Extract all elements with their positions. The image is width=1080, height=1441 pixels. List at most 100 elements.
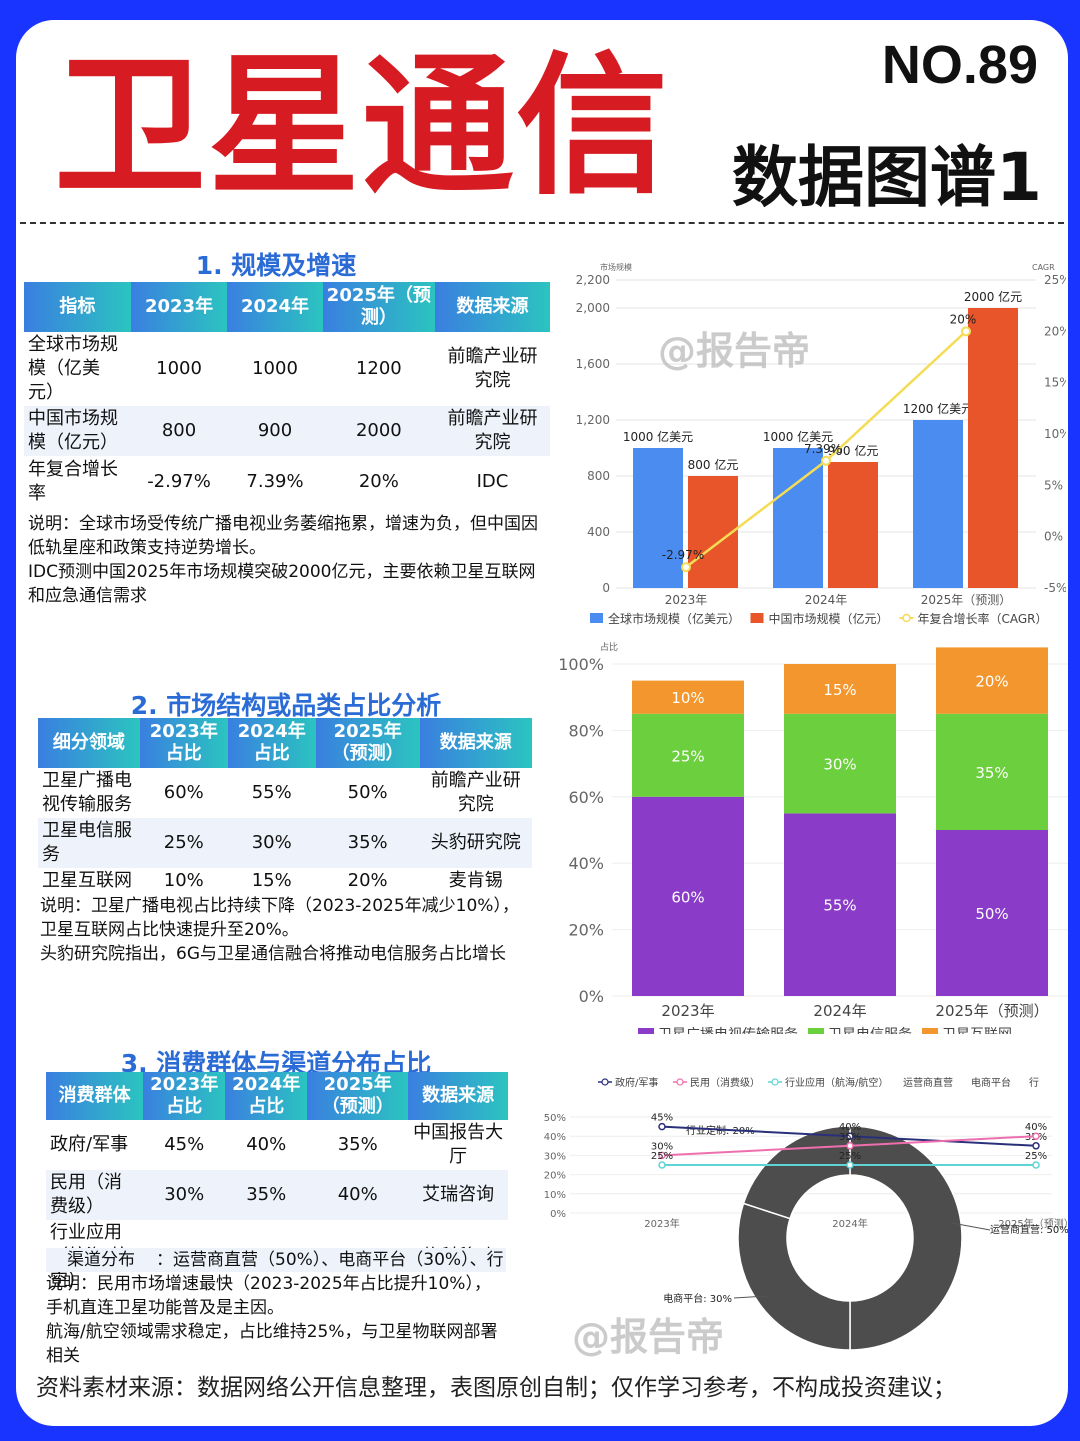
section2-title: 2. 市场结构或品类占比分析 xyxy=(130,691,442,720)
x-tick-label: 2024年 xyxy=(805,593,848,607)
legend-swatch xyxy=(922,1028,938,1034)
bar-global xyxy=(773,448,823,588)
table-cell: -2.97% xyxy=(147,471,211,492)
table-cell: 麦肯锡 xyxy=(448,870,503,891)
table-row: 全球市场规模（亿美元） 1000 1000 1200 前瞻产业研究院 xyxy=(24,332,550,406)
stacked-bar-segment xyxy=(784,713,896,814)
consumer-chart: 0%10%20%30%40%50%2023年 2024年 2025年（预测）运营商直… xyxy=(544,1076,1068,1351)
cagr-point xyxy=(821,455,831,466)
segment-data-label: 10% xyxy=(671,689,704,707)
section1-note: 说明：全球市场受传统广播电视业务萎缩拖累，增速为负，但中国因低轨星座和政策支持逆… xyxy=(28,512,548,608)
table-header-cell: 2025年（预测） xyxy=(315,718,420,768)
legend-swatch xyxy=(771,1078,779,1086)
series-point xyxy=(846,1142,854,1150)
y2-tick-label: 15% xyxy=(1044,376,1066,390)
stacked-bar-segment xyxy=(936,713,1048,830)
section2-note: 说明：卫星广播电视占比持续下降（2023-2025年减少10%），卫星互联网占比… xyxy=(40,894,530,966)
segment-data-label: 60% xyxy=(671,888,704,906)
segment-data-label: 20% xyxy=(975,673,1008,691)
table-cell: 35% xyxy=(315,818,420,868)
x-tick-label: 2025年（预测） xyxy=(998,1217,1068,1230)
cagr-data-label: -2.97% xyxy=(662,548,704,562)
section1-title: 1. 规模及增速 xyxy=(195,251,357,280)
stacked-bar-segment xyxy=(784,664,896,714)
table-cell: 800 xyxy=(130,406,228,456)
bar-china xyxy=(968,308,1018,588)
donut-slice xyxy=(849,1125,963,1351)
table-header-cell: 2023年 xyxy=(130,282,228,332)
segment-data-label: 50% xyxy=(975,905,1008,923)
y-tick-label: 40% xyxy=(568,854,604,873)
table-cell: 年复合增长率 xyxy=(28,459,118,504)
consumer-table: 消费群体 2023年占比 2024年占比 2025年（预测） 数据来源 政府/军事 45% 4… xyxy=(46,1072,508,1294)
legend-swatch xyxy=(601,1078,609,1086)
channel-row: 渠道分布 ：运营商直营（50%）、电商平台（30%）、行 xyxy=(46,1248,506,1272)
segment-data-label: 35% xyxy=(975,764,1008,782)
table-cell: 45% xyxy=(164,1134,205,1155)
legend-swatch xyxy=(676,1078,684,1086)
table-cell: 艾瑞咨询 xyxy=(408,1170,508,1220)
table-header-cell: 2023年占比 xyxy=(139,718,228,768)
x-tick-label: 2023年 xyxy=(644,1217,679,1230)
bar-data-label: 1000 亿美元 xyxy=(623,429,693,444)
table-cell: 政府/军事 xyxy=(50,1134,129,1155)
series-point xyxy=(658,1151,666,1160)
stacked-bar-segment xyxy=(632,796,744,996)
series-data-label: 25% xyxy=(651,1151,673,1162)
y-tick-label: 100% xyxy=(558,655,604,674)
legend-swatch xyxy=(590,613,603,623)
legend-label: 卫星广播电视传输服务 xyxy=(658,1027,798,1034)
bar-data-label: 1200 亿美元 xyxy=(903,401,973,416)
legend-swatch xyxy=(902,613,911,623)
section1-note-line: IDC预测中国2025年市场规模突破2000亿元，主要依赖卫星互联网和应急通信需… xyxy=(28,562,536,606)
stacked-bar-segment xyxy=(936,830,1048,996)
table-cell: 15% xyxy=(251,870,292,891)
y-tick-label: 0 xyxy=(602,581,610,595)
table-row: 中国市场规模（亿元） 800 900 2000 前瞻产业研究院 xyxy=(24,406,550,456)
stacked-bar-segment xyxy=(936,647,1048,714)
cagr-data-label: 7.39% xyxy=(804,442,842,456)
y-tick-label: 1,600 xyxy=(576,357,610,371)
bar-china xyxy=(828,462,878,588)
table-header-cell: 2024年占比 xyxy=(227,718,316,768)
legend-label: 年复合增长率（CAGR） xyxy=(918,611,1048,626)
y-tick-label: 2,200 xyxy=(576,273,610,287)
y-tick-label: 10% xyxy=(544,1190,566,1201)
table-cell: 40% xyxy=(307,1170,409,1220)
table-cell: 卫星广播电视传输服务 xyxy=(42,770,132,815)
main-title: 卫星通信 xyxy=(54,38,670,215)
section2-note-line: 说明：卫星广播电视占比持续下降（2023-2025年减少10%），卫星互联网占比… xyxy=(40,896,519,940)
cagr-point xyxy=(961,326,971,337)
table-cell: 前瞻产业研究院 xyxy=(430,770,521,815)
table-row: 政府/军事 45% 40% 35% 中国报告大厅 xyxy=(46,1120,508,1170)
table-cell: 前瞻产业研究院 xyxy=(434,406,550,456)
y-tick-label: 50% xyxy=(544,1113,566,1124)
legend-label: 行业应用（航海/航空） xyxy=(785,1076,888,1089)
y-tick-label: 2,000 xyxy=(576,301,610,315)
poster-card: 卫星通信 NO.89 数据图谱1 1. 规模及增速 指标 2023年 2024年 20… xyxy=(16,20,1068,1426)
segment-data-label: 25% xyxy=(671,747,704,765)
table-cell: 10% xyxy=(163,870,204,891)
table-header-cell: 2023年占比 xyxy=(143,1072,226,1120)
series-data-label: 25% xyxy=(1025,1151,1047,1162)
series-point xyxy=(658,1161,666,1169)
bar-global xyxy=(913,420,963,588)
channel-text: ：运营商直营（50%）、电商平台（30%）、行 xyxy=(156,1250,504,1270)
stacked-bar-segment xyxy=(632,713,744,797)
y2-axis-label: CAGR xyxy=(1032,263,1055,272)
table-header-cell: 细分领域 xyxy=(38,718,140,768)
legend-label: 政府/军事 xyxy=(615,1076,658,1089)
table-cell: 2000 xyxy=(322,406,435,456)
table-cell: 中国市场规模（亿元） xyxy=(24,406,131,456)
x-tick-label: 2024年 xyxy=(813,1002,866,1020)
issue-number: NO.89 xyxy=(881,35,1038,95)
section3-note-line: 说明：民用市场增速最快（2023-2025年占比提升10%），手机直连卫星功能普… xyxy=(46,1274,491,1318)
label-leader xyxy=(951,1222,991,1231)
y-axis-label: 占比 xyxy=(600,641,618,653)
series-data-label: 30% xyxy=(651,1141,673,1152)
scale-chart: 市场规模 CAGR 0 400 800 1,200 1,600 2,000 2,200 -5% 0%… xyxy=(576,262,1066,626)
series-data-label: 45% xyxy=(651,1113,673,1124)
table-cell: 30% xyxy=(143,1170,226,1220)
legend-label: 行 xyxy=(1029,1076,1039,1089)
legend-swatch xyxy=(808,1028,824,1034)
